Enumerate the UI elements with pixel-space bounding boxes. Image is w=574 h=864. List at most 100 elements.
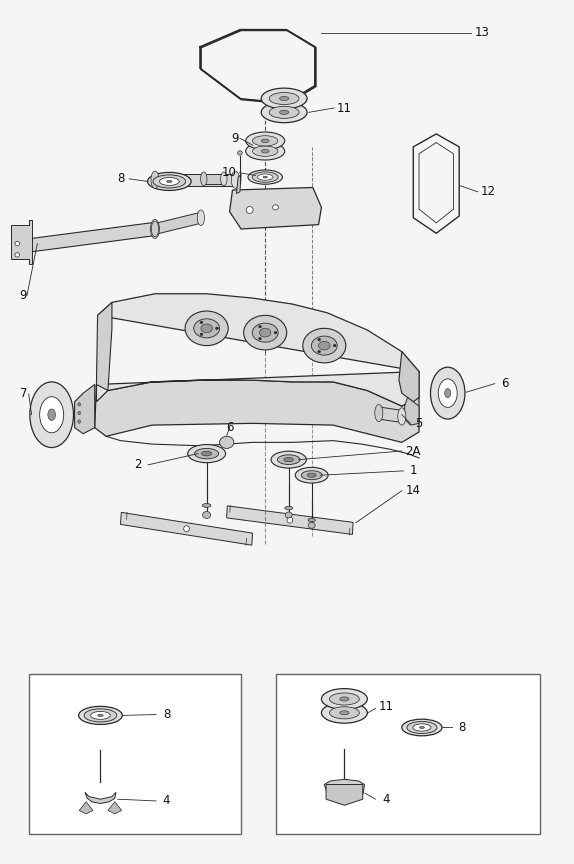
Ellipse shape [308,518,316,522]
Ellipse shape [308,522,315,529]
Ellipse shape [273,205,278,210]
Ellipse shape [248,170,282,184]
Ellipse shape [78,420,80,423]
Ellipse shape [202,504,211,507]
Polygon shape [79,802,93,814]
Ellipse shape [301,471,322,480]
Ellipse shape [311,336,337,355]
Ellipse shape [269,92,299,105]
Ellipse shape [375,404,383,422]
Ellipse shape [285,506,293,510]
Ellipse shape [253,323,278,342]
Ellipse shape [319,341,330,350]
Text: 2A: 2A [405,444,421,458]
Ellipse shape [257,174,273,181]
Text: 8: 8 [459,721,466,734]
Ellipse shape [238,151,242,156]
Ellipse shape [329,707,359,719]
Ellipse shape [231,171,239,188]
Ellipse shape [201,451,212,456]
Ellipse shape [193,319,219,338]
Ellipse shape [274,331,277,334]
Ellipse shape [151,171,159,188]
Polygon shape [96,294,419,406]
Polygon shape [324,779,364,802]
Ellipse shape [285,511,292,518]
Ellipse shape [40,397,64,433]
Ellipse shape [340,711,349,715]
Text: 5: 5 [416,416,422,430]
Ellipse shape [185,311,228,346]
Ellipse shape [200,321,203,324]
Ellipse shape [253,136,278,146]
Text: 4: 4 [162,794,170,808]
FancyBboxPatch shape [276,674,540,834]
Ellipse shape [258,326,262,328]
Ellipse shape [439,378,457,408]
Ellipse shape [203,511,211,518]
Ellipse shape [148,173,191,190]
Ellipse shape [333,344,336,347]
Ellipse shape [261,149,269,153]
Polygon shape [405,397,419,425]
Ellipse shape [321,702,367,723]
Ellipse shape [317,350,320,353]
Ellipse shape [420,727,424,728]
Ellipse shape [219,436,234,448]
Polygon shape [85,792,116,804]
Ellipse shape [84,708,117,722]
Ellipse shape [48,409,56,421]
Ellipse shape [280,97,289,100]
Ellipse shape [413,724,431,731]
Text: 10: 10 [222,166,237,180]
Ellipse shape [216,327,218,330]
Ellipse shape [402,719,442,736]
Text: 12: 12 [480,185,495,199]
Ellipse shape [91,711,110,720]
Ellipse shape [307,473,316,477]
Ellipse shape [78,403,80,406]
Ellipse shape [15,242,20,246]
Ellipse shape [188,445,226,463]
Polygon shape [154,213,201,234]
Ellipse shape [261,88,307,109]
Ellipse shape [263,176,267,178]
Ellipse shape [30,382,73,448]
Ellipse shape [259,328,271,337]
Polygon shape [11,220,32,264]
Text: 13: 13 [475,26,490,40]
Ellipse shape [200,333,203,335]
Ellipse shape [246,132,285,149]
Ellipse shape [79,707,122,724]
Text: 6: 6 [501,377,509,391]
Ellipse shape [15,253,20,257]
Ellipse shape [166,181,172,182]
Ellipse shape [284,457,293,462]
Ellipse shape [153,175,186,188]
Ellipse shape [321,689,367,709]
Ellipse shape [280,111,289,114]
Ellipse shape [200,172,207,186]
Ellipse shape [329,693,359,705]
Ellipse shape [261,102,307,123]
Ellipse shape [253,172,278,182]
Ellipse shape [277,454,300,465]
Ellipse shape [303,328,346,363]
Ellipse shape [246,143,285,160]
Text: 7: 7 [20,387,28,401]
Text: 11: 11 [378,700,393,714]
Polygon shape [399,352,419,402]
Ellipse shape [184,525,189,531]
Ellipse shape [201,324,212,333]
Ellipse shape [195,448,219,459]
Text: 11: 11 [337,101,352,115]
Ellipse shape [407,721,437,734]
Polygon shape [22,222,156,253]
Ellipse shape [445,389,451,397]
Ellipse shape [246,206,253,213]
Text: 6: 6 [226,421,234,435]
Polygon shape [96,302,112,391]
Polygon shape [236,175,241,194]
Ellipse shape [78,411,80,415]
Ellipse shape [18,237,28,256]
